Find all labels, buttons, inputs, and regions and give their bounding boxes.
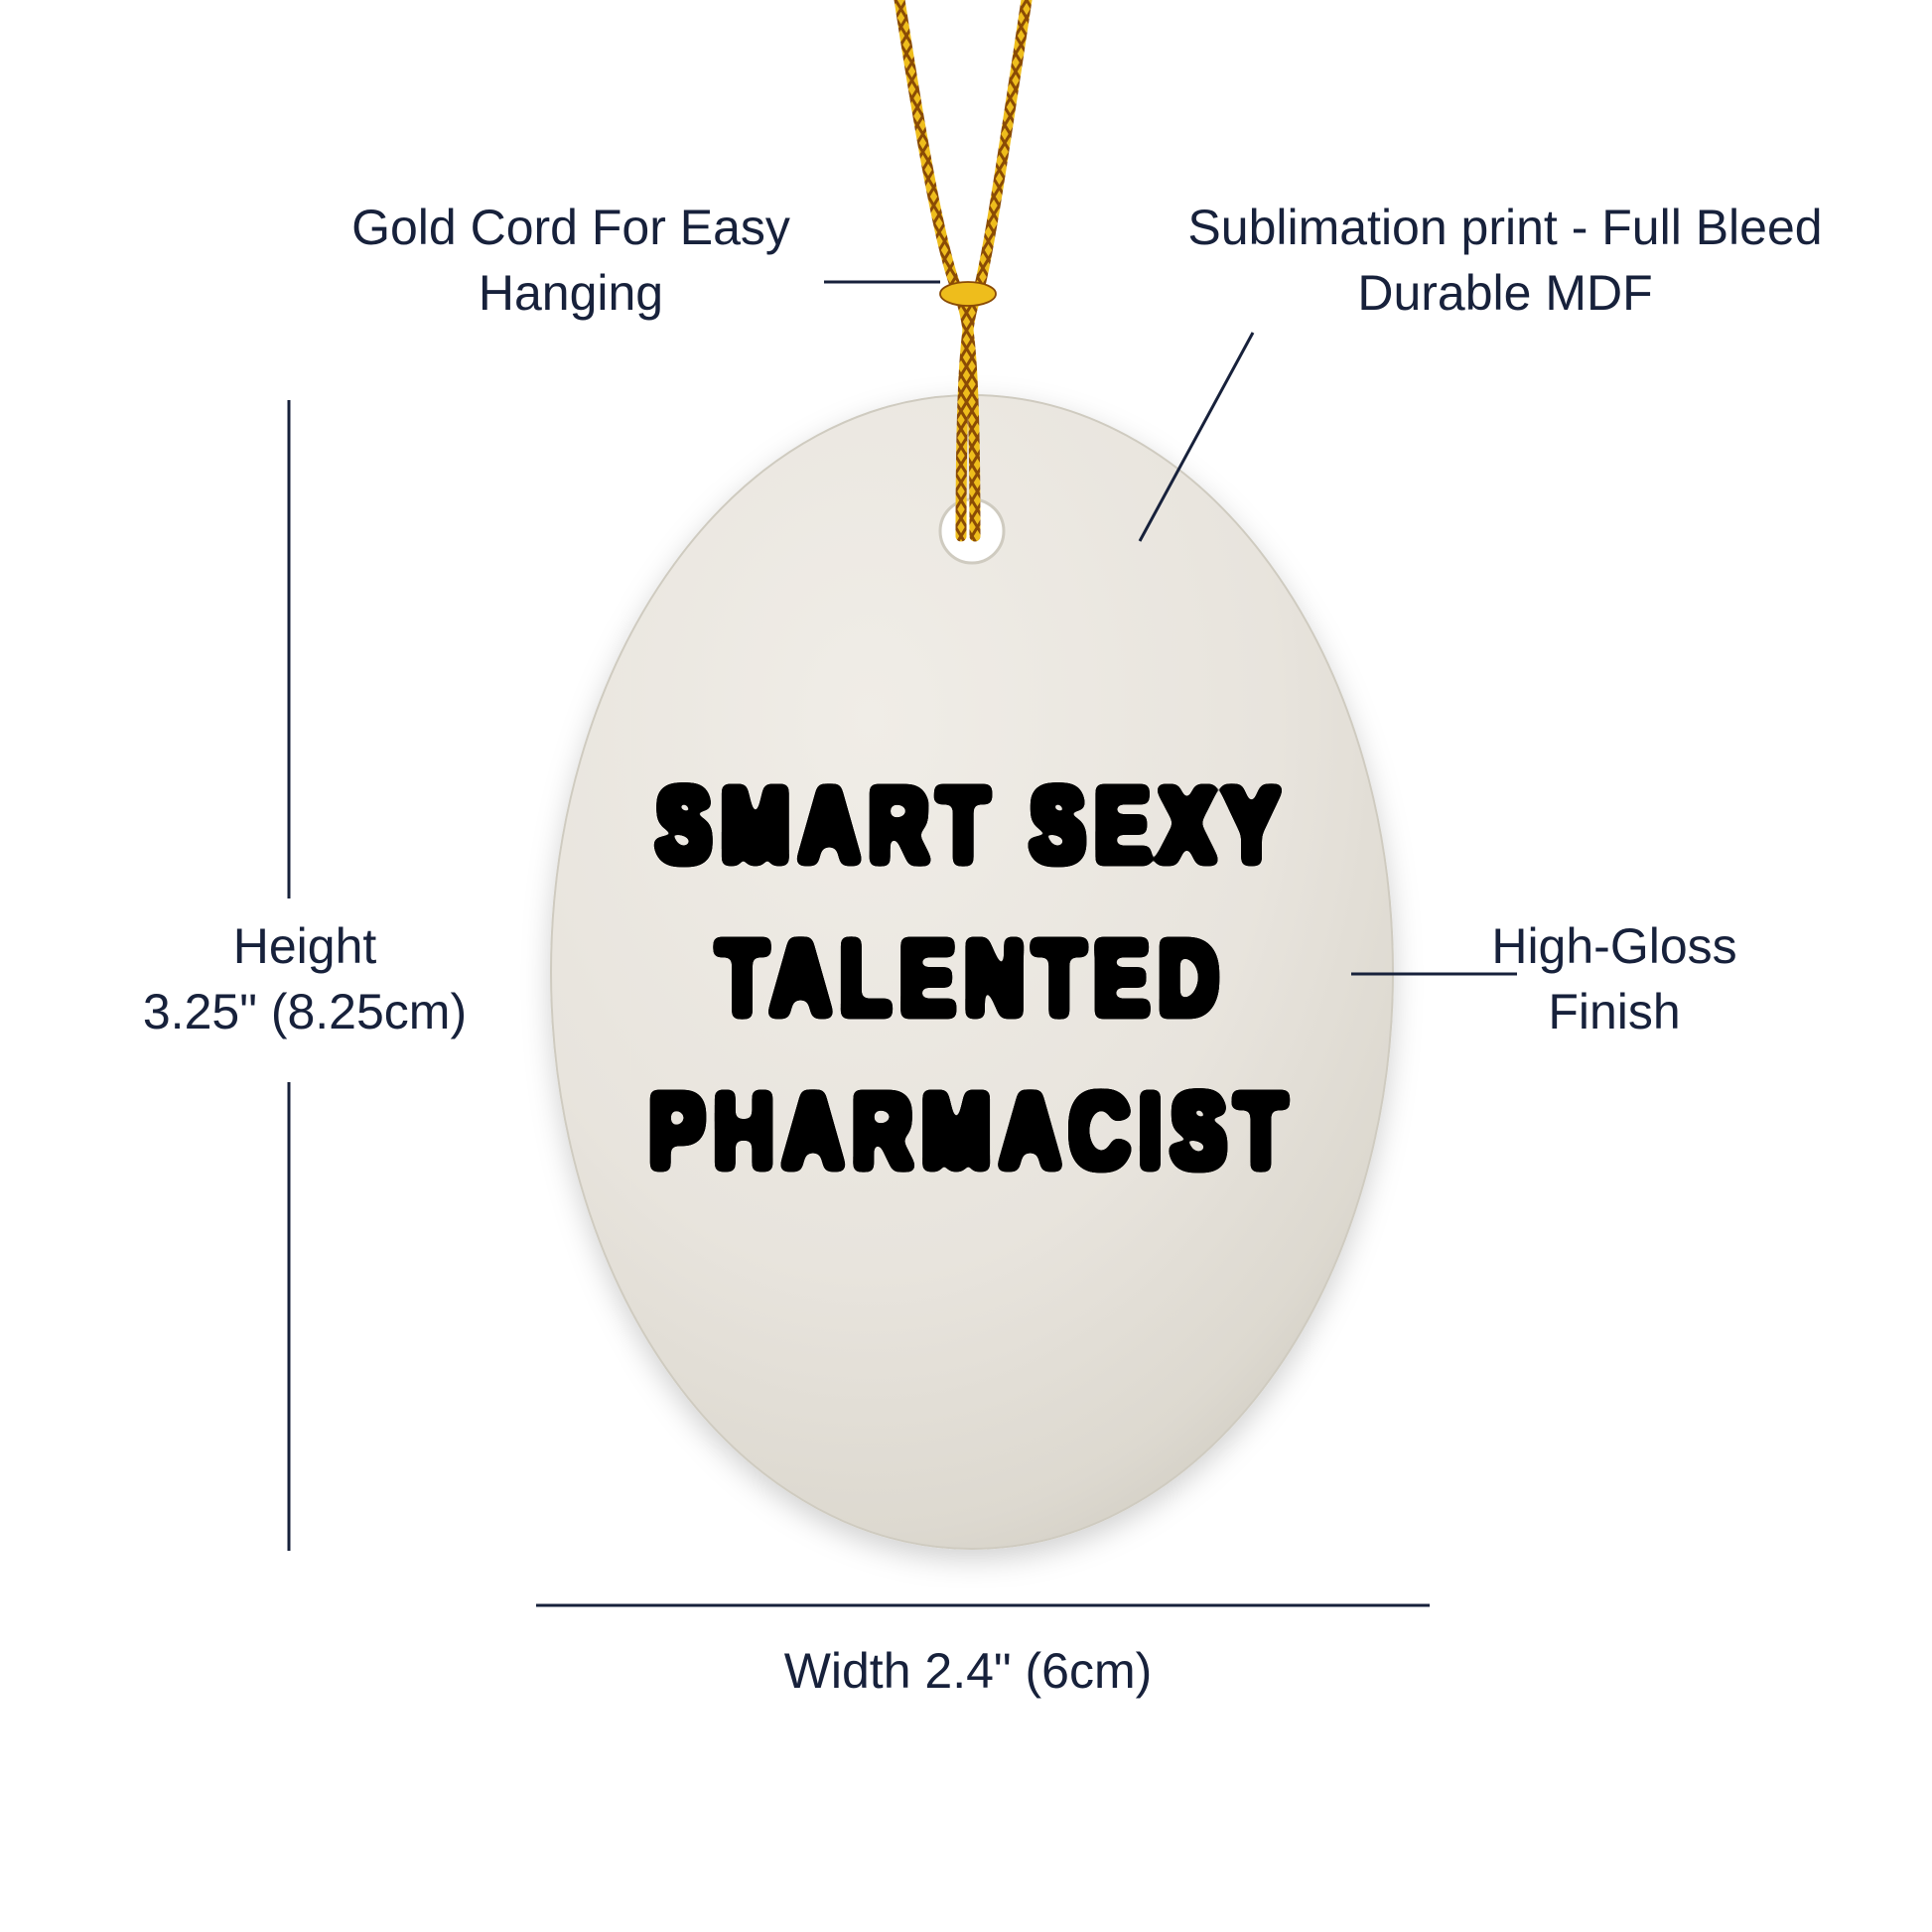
svg-text:PHARMACIST: PHARMACIST (648, 1071, 1295, 1190)
svg-text:SMART SEXY: SMART SEXY (655, 765, 1288, 885)
svg-text:TALENTED: TALENTED (717, 918, 1228, 1037)
